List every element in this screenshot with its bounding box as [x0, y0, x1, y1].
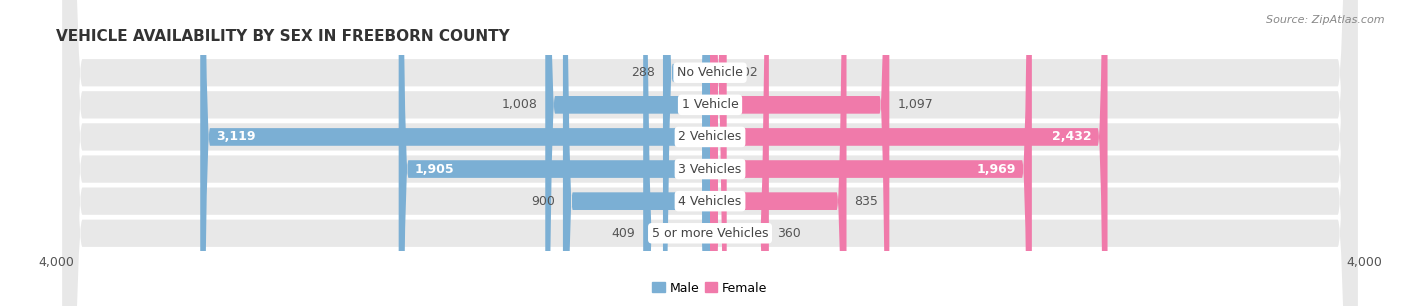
- FancyBboxPatch shape: [710, 0, 846, 306]
- Text: VEHICLE AVAILABILITY BY SEX IN FREEBORN COUNTY: VEHICLE AVAILABILITY BY SEX IN FREEBORN …: [56, 29, 510, 44]
- Text: 835: 835: [855, 195, 879, 208]
- FancyBboxPatch shape: [710, 0, 727, 306]
- Text: 409: 409: [612, 227, 636, 240]
- Text: 1,097: 1,097: [897, 98, 934, 111]
- FancyBboxPatch shape: [643, 0, 710, 306]
- Text: 3 Vehicles: 3 Vehicles: [679, 162, 741, 176]
- FancyBboxPatch shape: [63, 0, 1357, 306]
- Text: 2 Vehicles: 2 Vehicles: [679, 130, 741, 144]
- FancyBboxPatch shape: [63, 0, 1357, 306]
- Text: 102: 102: [734, 66, 758, 79]
- Text: 288: 288: [631, 66, 655, 79]
- FancyBboxPatch shape: [399, 0, 710, 306]
- Text: 2,432: 2,432: [1052, 130, 1091, 144]
- FancyBboxPatch shape: [710, 0, 890, 306]
- FancyBboxPatch shape: [63, 0, 1357, 306]
- FancyBboxPatch shape: [200, 0, 710, 306]
- Text: No Vehicle: No Vehicle: [678, 66, 742, 79]
- FancyBboxPatch shape: [710, 0, 769, 306]
- Text: 900: 900: [531, 195, 555, 208]
- Text: Source: ZipAtlas.com: Source: ZipAtlas.com: [1267, 15, 1385, 25]
- Legend: Male, Female: Male, Female: [648, 277, 772, 300]
- Text: 1,969: 1,969: [976, 162, 1015, 176]
- FancyBboxPatch shape: [664, 0, 710, 306]
- Text: 1,905: 1,905: [415, 162, 454, 176]
- Text: 1 Vehicle: 1 Vehicle: [682, 98, 738, 111]
- Text: 3,119: 3,119: [217, 130, 256, 144]
- FancyBboxPatch shape: [562, 0, 710, 306]
- Text: 1,008: 1,008: [502, 98, 537, 111]
- FancyBboxPatch shape: [63, 0, 1357, 306]
- FancyBboxPatch shape: [63, 0, 1357, 306]
- Text: 4 Vehicles: 4 Vehicles: [679, 195, 741, 208]
- FancyBboxPatch shape: [63, 0, 1357, 306]
- FancyBboxPatch shape: [546, 0, 710, 306]
- Text: 360: 360: [776, 227, 800, 240]
- FancyBboxPatch shape: [710, 0, 1108, 306]
- FancyBboxPatch shape: [710, 0, 1032, 306]
- Text: 5 or more Vehicles: 5 or more Vehicles: [652, 227, 768, 240]
